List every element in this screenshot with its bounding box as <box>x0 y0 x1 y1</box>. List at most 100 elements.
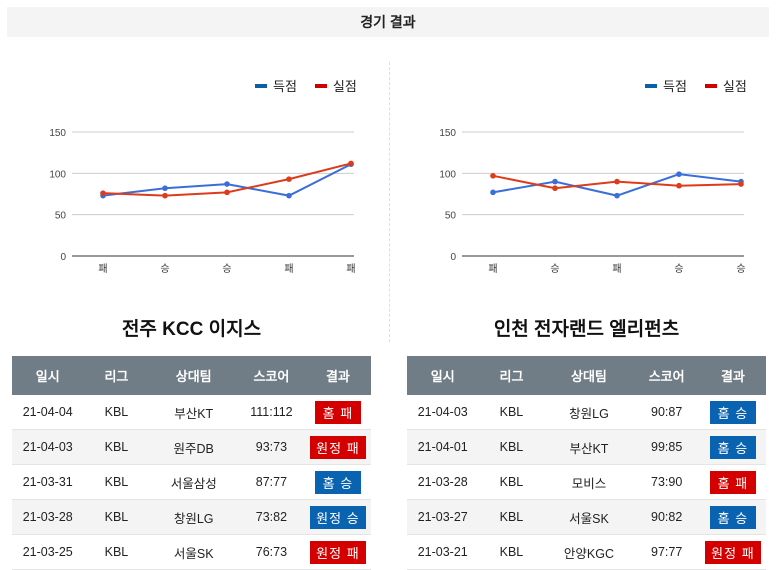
cell-result: 원정 패 <box>304 429 371 465</box>
result-badge: 홈 승 <box>314 470 361 494</box>
cell-date: 21-03-25 <box>12 534 84 570</box>
cell-score: 97:77 <box>633 534 700 570</box>
cell-result: 홈 승 <box>699 499 766 535</box>
data-point[interactable] <box>738 181 744 187</box>
data-point[interactable] <box>224 181 230 187</box>
data-point[interactable] <box>552 178 558 185</box>
data-point[interactable] <box>552 185 558 192</box>
result-badge: 원정 패 <box>310 435 366 459</box>
x-tick-label: 승 <box>222 263 231 275</box>
column-header: 결과 <box>699 356 766 395</box>
cell-opponent: 부산KT <box>544 429 634 465</box>
y-tick-label: 0 <box>450 252 456 263</box>
cell-opponent: 서울SK <box>544 499 634 535</box>
cell-opponent: 서울SK <box>149 534 238 570</box>
results-table: 일시 리그 상대팀 스코어 결과 21-04-04 KBL 부산KT 111:112 홈 패 21-… <box>12 356 371 570</box>
chart-2: 득점 실점 0 50 100 150 패 승 패 승 승 <box>390 60 776 285</box>
legend-item-conceded: 실점 <box>704 76 747 95</box>
cell-score: 99:85 <box>633 429 700 465</box>
data-point[interactable] <box>676 171 682 177</box>
cell-score: 76:73 <box>237 534 305 570</box>
column-header: 일시 <box>12 356 84 395</box>
column-header: 상대팀 <box>149 356 238 395</box>
result-badge: 홈 패 <box>709 470 756 494</box>
cell-result: 원정 패 <box>304 534 371 570</box>
result-badge: 홈 승 <box>709 435 756 459</box>
table-row: 21-03-27 KBL 서울SK 90:82 홈 승 <box>407 499 766 535</box>
column-header: 리그 <box>478 356 545 395</box>
chart-legend: 득점 실점 <box>645 76 747 95</box>
cell-opponent: 안양KGC <box>544 534 634 570</box>
data-point[interactable] <box>348 160 354 167</box>
column-header: 상대팀 <box>544 356 634 395</box>
data-point[interactable] <box>286 176 292 182</box>
legend-label-scored: 득점 <box>273 79 297 94</box>
cell-league: KBL <box>478 499 545 535</box>
table-row: 21-03-28 KBL 모비스 73:90 홈 패 <box>407 464 766 500</box>
data-point[interactable] <box>224 189 230 196</box>
x-tick-label: 패 <box>612 263 621 275</box>
y-tick-label: 150 <box>439 128 456 139</box>
cell-result: 홈 승 <box>699 395 766 430</box>
column-header: 결과 <box>304 356 371 395</box>
result-badge: 원정 패 <box>705 540 761 564</box>
cell-date: 21-03-21 <box>407 534 479 570</box>
result-badge: 홈 승 <box>709 400 756 424</box>
cell-league: KBL <box>83 429 150 465</box>
line-chart: 0 50 100 150 패 승 승 패 패 <box>49 128 355 275</box>
cell-result: 원정 승 <box>304 499 371 535</box>
cell-score: 87:77 <box>237 464 305 500</box>
cell-opponent: 서울삼성 <box>149 464 238 500</box>
data-point[interactable] <box>490 189 496 196</box>
x-tick-label: 승 <box>550 263 559 275</box>
y-tick-label: 150 <box>49 128 66 139</box>
legend-item-scored: 득점 <box>255 76 297 95</box>
legend-item-conceded: 실점 <box>314 76 357 95</box>
cell-score: 93:73 <box>237 429 305 465</box>
cell-opponent: 원주DB <box>149 429 238 465</box>
table-row: 21-04-03 KBL 원주DB 93:73 원정 패 <box>12 429 371 465</box>
cell-league: KBL <box>83 464 150 500</box>
cell-result: 원정 패 <box>699 534 766 570</box>
cell-date: 21-03-28 <box>407 464 479 500</box>
data-point[interactable] <box>614 192 620 199</box>
y-tick-label: 50 <box>445 211 457 222</box>
y-tick-label: 0 <box>60 252 66 263</box>
data-point[interactable] <box>676 182 682 189</box>
data-point[interactable] <box>162 185 168 192</box>
chart-1: 득점 실점 0 50 100 150 패 승 승 패 패 <box>0 60 390 285</box>
line-chart: 0 50 100 150 패 승 패 승 승 <box>439 128 745 275</box>
table-row: 21-04-01 KBL 부산KT 99:85 홈 승 <box>407 429 766 465</box>
cell-date: 21-03-31 <box>12 464 84 500</box>
result-badge: 홈 패 <box>314 400 361 424</box>
data-point[interactable] <box>286 192 292 199</box>
cell-opponent: 창원LG <box>544 395 634 430</box>
cell-date: 21-03-28 <box>12 499 84 535</box>
legend-swatch-scored <box>645 83 657 88</box>
table-row: 21-04-03 KBL 창원LG 90:87 홈 승 <box>407 395 766 430</box>
legend-label-conceded: 실점 <box>722 79 747 94</box>
team-name: 인천 전자랜드 엘리펀츠 <box>493 319 680 340</box>
cell-date: 21-04-03 <box>407 395 479 430</box>
x-tick-label: 패 <box>346 263 355 275</box>
legend-item-scored: 득점 <box>645 76 687 95</box>
cell-score: 90:82 <box>633 499 700 535</box>
data-point[interactable] <box>490 173 496 179</box>
cell-league: KBL <box>83 499 150 535</box>
cell-date: 21-04-01 <box>407 429 479 465</box>
x-tick-label: 패 <box>488 263 497 275</box>
data-point[interactable] <box>614 178 620 185</box>
x-tick-label: 승 <box>160 263 169 275</box>
divider <box>389 62 390 342</box>
cell-opponent: 모비스 <box>544 464 634 500</box>
cell-league: KBL <box>478 464 545 500</box>
cell-result: 홈 패 <box>304 395 371 430</box>
legend-swatch-scored <box>255 83 267 88</box>
data-point[interactable] <box>162 192 168 199</box>
y-tick-label: 100 <box>439 169 456 180</box>
table-header-row: 일시 리그 상대팀 스코어 결과 <box>407 356 766 395</box>
column-header: 일시 <box>407 356 479 395</box>
data-point[interactable] <box>100 190 106 196</box>
cell-result: 홈 승 <box>304 464 371 500</box>
legend-label-scored: 득점 <box>663 79 687 94</box>
